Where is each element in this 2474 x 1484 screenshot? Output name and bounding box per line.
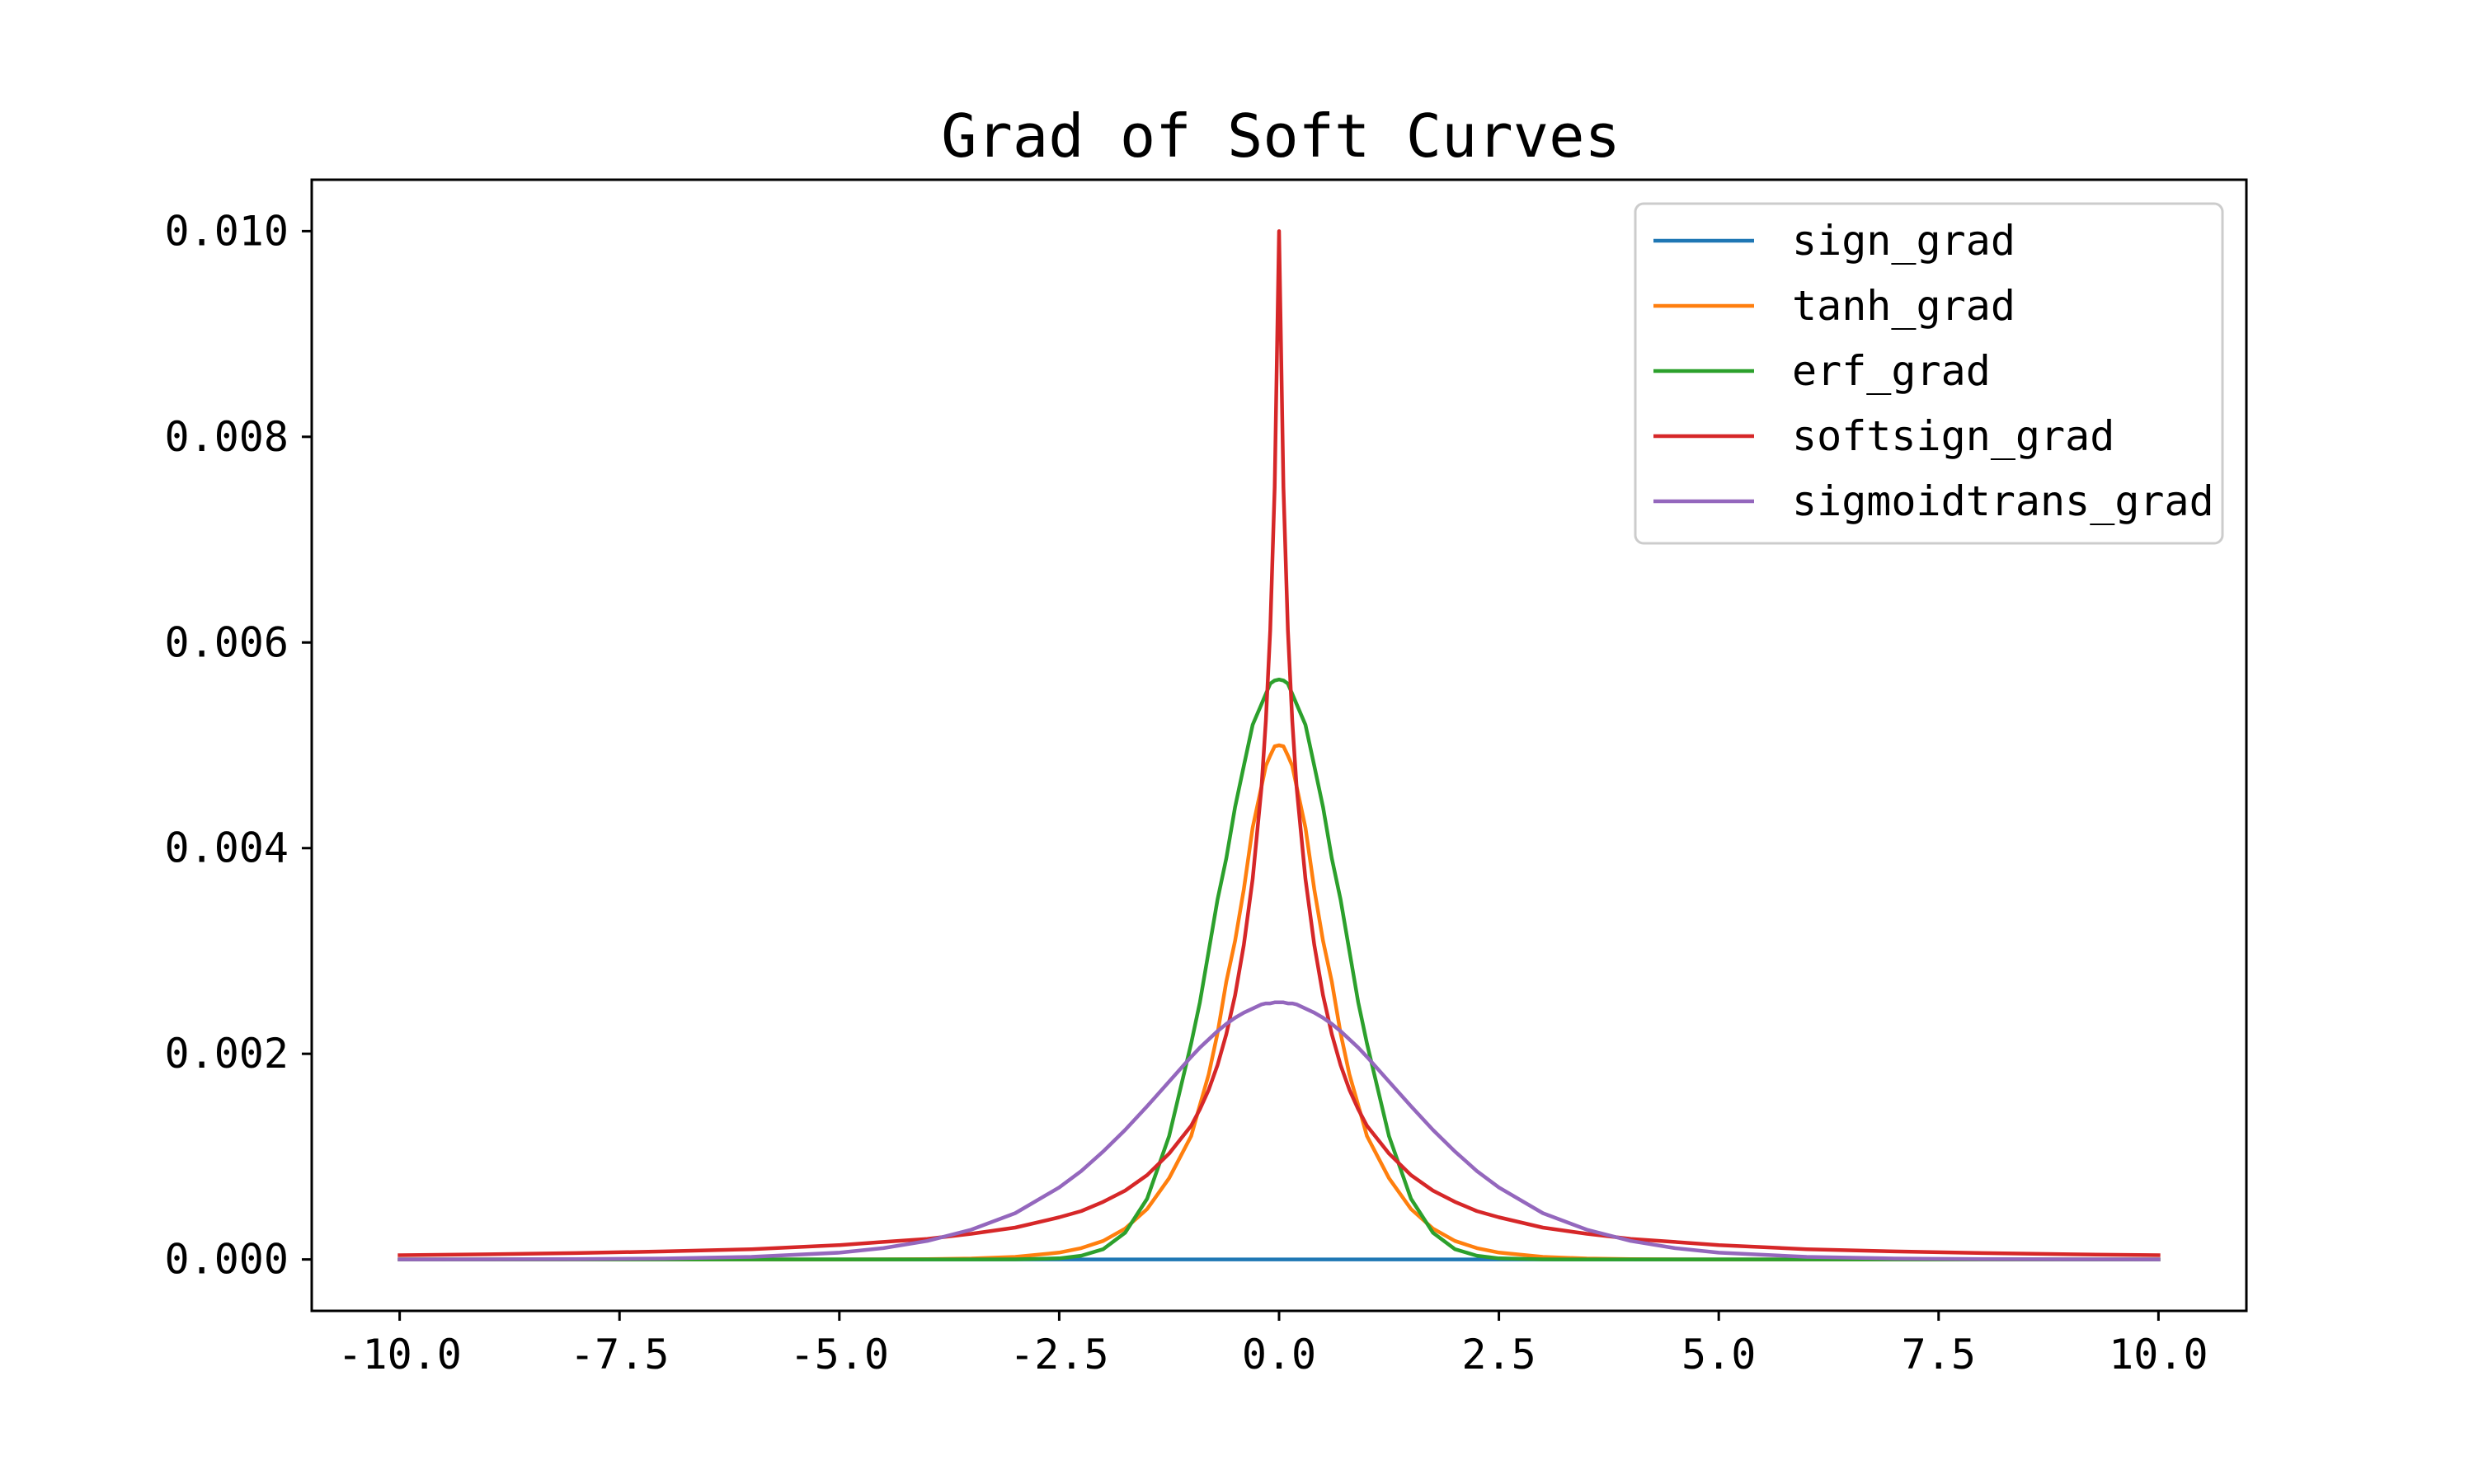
series-layer <box>397 229 2161 1261</box>
series-line-softsign-grad <box>397 229 2161 1257</box>
y-tick-label: 0.010 <box>164 207 289 255</box>
y-axis: 0.000 0.002 0.004 0.006 0.008 0.010 <box>164 207 312 1284</box>
legend-label-tanh-grad: tanh_grad <box>1792 282 2015 330</box>
y-tick-label: 0.000 <box>164 1236 289 1284</box>
legend-frame <box>1634 202 2224 545</box>
x-tick-label: 7.5 <box>1902 1331 1976 1378</box>
legend-label-erf-grad: erf_grad <box>1792 347 1991 395</box>
legend-label-sign-grad: sign_grad <box>1792 217 2015 265</box>
x-tick-label: 0.0 <box>1242 1331 1316 1378</box>
x-tick-label: -2.5 <box>1009 1331 1108 1378</box>
y-tick-label: 0.004 <box>164 824 289 872</box>
series-line-tanh-grad <box>397 743 2161 1261</box>
x-tick-label: -5.0 <box>790 1331 889 1378</box>
legend: sign_grad tanh_grad erf_grad softsign_grads… <box>1634 202 2224 545</box>
series-line-sigmoidtrans-grad <box>397 1000 2161 1261</box>
x-tick-label: 2.5 <box>1461 1331 1536 1378</box>
y-tick-label: 0.006 <box>164 618 289 666</box>
y-tick-label: 0.002 <box>164 1030 289 1078</box>
x-tick-label: -10.0 <box>337 1331 462 1378</box>
legend-label-sigmoidtrans-grad: sigmoidtrans_grad <box>1792 477 2214 525</box>
x-axis: -10.0 -7.5 -5.0 -2.5 0.0 2.5 5.0 7.5 10.0 <box>337 1311 2208 1378</box>
legend-label-softsign-grad: softsign_grad <box>1792 412 2114 460</box>
chart-title: Grad of Soft Curves <box>941 101 1620 171</box>
x-tick-label: 5.0 <box>1681 1331 1756 1378</box>
y-tick-label: 0.008 <box>164 413 289 461</box>
x-tick-label: 10.0 <box>2109 1331 2208 1378</box>
x-tick-label: -7.5 <box>570 1331 669 1378</box>
series-line-erf-grad <box>397 677 2161 1261</box>
